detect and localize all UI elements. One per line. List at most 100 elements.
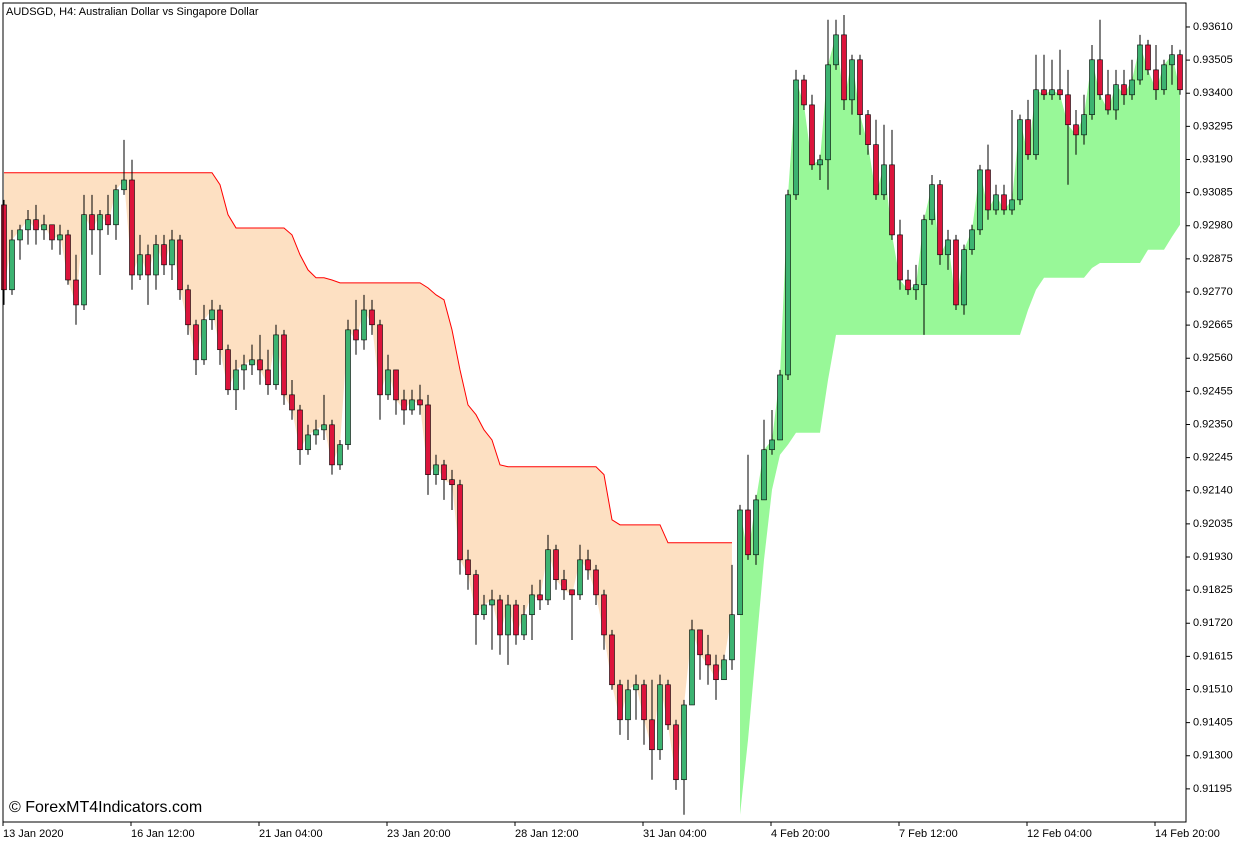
y-tick-label: 0.91195 [1193,783,1232,795]
candle-body [601,594,607,636]
y-tick-label: 0.91405 [1193,717,1233,729]
candle-body [1057,89,1063,96]
y-tick-label: 0.92140 [1193,485,1233,497]
y-tick-label: 0.93190 [1193,153,1233,165]
candle-body [697,629,703,656]
candle-body [225,349,231,391]
candle-body [385,369,391,396]
candle-body [241,364,247,371]
candle-body [465,559,471,575]
candle-body [929,184,935,221]
candle-body [121,179,127,191]
candle-body [281,334,287,396]
candle-body [801,79,807,106]
candle-body [561,579,567,591]
y-tick-label: 0.93505 [1193,54,1233,66]
candle-body [161,244,167,266]
y-tick-label: 0.93610 [1193,21,1233,33]
candle-body [129,179,135,276]
candle-body [713,664,719,681]
candle-body [361,309,367,341]
candle-body [977,169,983,231]
candle-body [473,574,479,616]
candle-body [537,594,543,601]
candle-body [737,509,743,616]
candle-body [497,599,503,636]
candle-body [1177,54,1183,91]
candle-body [841,34,847,101]
candle-body [681,704,687,781]
candle-body [1065,94,1071,126]
candle-body [297,409,303,451]
y-tick-label: 0.91930 [1193,551,1233,563]
candle-body [393,369,399,401]
candle-body [825,64,831,161]
candle-body [809,104,815,166]
candle-body [441,464,447,480]
candle-body [185,289,191,326]
x-tick-label: 23 Jan 20:00 [387,828,451,840]
candle-body [329,424,335,466]
y-tick-label: 0.92770 [1193,286,1233,298]
y-tick-label: 0.91825 [1193,584,1233,596]
candle-body [753,499,759,556]
axis-layer: 0.93610 0.93505 0.93400 0.93295 0.93190 0.930… [2,2,1233,840]
candle-body [1169,54,1175,66]
candle-body [649,719,655,751]
candle-body [1129,79,1135,96]
candle-body [1121,84,1127,96]
x-tick-label: 28 Jan 12:00 [515,828,579,840]
candle-body [89,214,95,231]
candle-body [153,244,159,276]
candle-body [377,324,383,396]
candle-body [1081,114,1087,136]
candle-body [913,284,919,291]
candle-body [409,399,415,411]
candle-body [1033,89,1039,156]
y-tick-label: 0.92350 [1193,418,1233,430]
candle-body [609,634,615,686]
candle-body [1049,89,1055,96]
candle-body [513,604,519,636]
candle-body [145,254,151,276]
candle-body [273,334,279,386]
watermark: © ForexMT4Indicators.com [9,799,202,816]
candle-body [97,214,103,231]
x-tick-label: 13 Jan 2020 [3,828,64,840]
candle-body [1009,199,1015,211]
candle-body [689,629,695,706]
x-tick-label: 31 Jan 04:00 [643,828,707,840]
candle-body [1089,59,1095,115]
candle-body [369,309,375,326]
candle-body [641,684,647,721]
candle-body [313,429,319,436]
candle-layer [1,14,1183,815]
candle-body [249,359,255,366]
y-tick-label: 0.92560 [1193,352,1233,364]
candle-body [833,34,839,66]
chart-title: AUDSGD, H4: Australian Dollar vs Singapo… [6,6,259,18]
y-tick-label: 0.93085 [1193,187,1233,199]
candle-body [417,399,423,406]
candle-body [761,449,767,501]
candle-body [49,224,55,241]
candle-body [857,59,863,115]
y-tick-label: 0.92980 [1193,220,1233,232]
candle-body [345,329,351,445]
candle-body [1017,119,1023,201]
candle-body [489,599,495,606]
candle-body [233,369,239,391]
candle-body [169,239,175,266]
x-tick-label: 12 Feb 04:00 [1027,828,1092,840]
candle-body [201,319,207,361]
y-tick-label: 0.92875 [1193,253,1233,265]
candle-body [873,144,879,196]
candle-body [945,239,951,256]
candle-body [657,684,663,751]
candle-body [625,689,631,721]
candle-body [553,549,559,581]
candle-body [721,659,727,681]
candle-body [793,79,799,196]
